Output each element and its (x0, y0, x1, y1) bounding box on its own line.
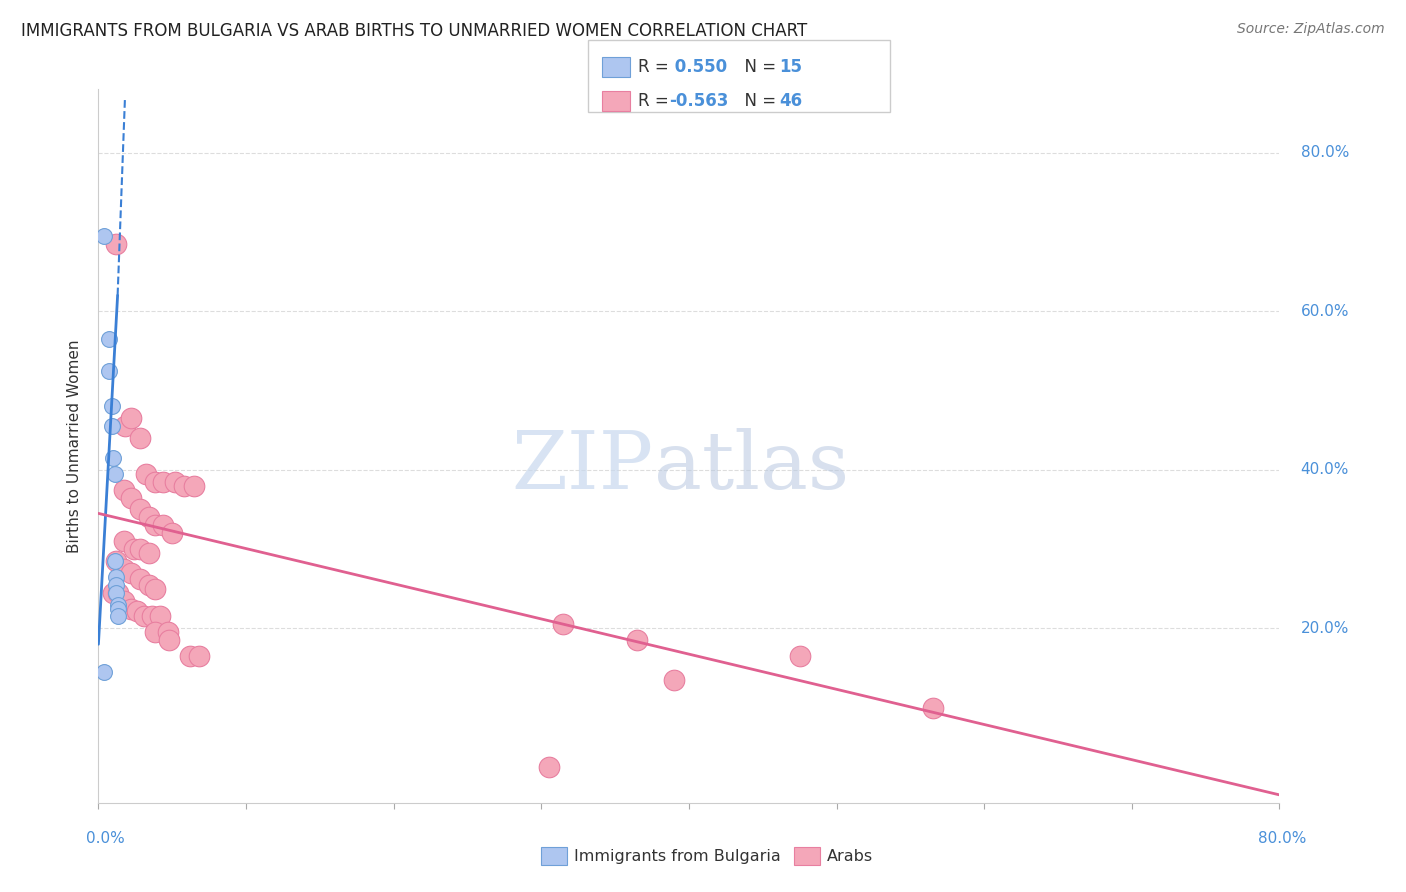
Point (105, 585, 128, 599)
Point (97, 364, 120, 378)
Point (112, 593, 135, 607)
Point (128, 542, 150, 557)
Point (128, 431, 150, 445)
Point (138, 546, 160, 560)
Point (143, 475, 166, 489)
Point (120, 411, 142, 425)
Point (138, 578, 160, 592)
Point (183, 478, 205, 492)
Point (152, 518, 174, 533)
Text: N =: N = (734, 58, 782, 76)
Point (156, 625, 179, 640)
Point (165, 475, 187, 489)
Point (138, 510, 160, 524)
Text: R =: R = (638, 92, 675, 110)
Text: 0.0%: 0.0% (86, 831, 125, 846)
Point (103, 585, 125, 599)
Point (141, 609, 163, 624)
Point (157, 633, 180, 648)
Point (103, 450, 125, 465)
Text: Arabs: Arabs (827, 849, 873, 863)
Text: 46: 46 (779, 92, 801, 110)
Text: Source: ZipAtlas.com: Source: ZipAtlas.com (1237, 22, 1385, 37)
Text: 0.550: 0.550 (669, 58, 727, 76)
Point (107, 585, 129, 599)
Point (112, 534, 135, 549)
Point (93, 228, 115, 243)
Point (112, 562, 135, 576)
Point (921, 700, 943, 714)
Point (143, 625, 166, 640)
Text: atlas: atlas (654, 428, 849, 507)
Point (173, 478, 195, 492)
Point (128, 572, 150, 586)
Point (105, 570, 128, 584)
Text: 40.0%: 40.0% (1301, 462, 1348, 477)
Point (107, 601, 129, 615)
Point (100, 419, 122, 434)
Text: Immigrants from Bulgaria: Immigrants from Bulgaria (574, 849, 780, 863)
Point (114, 419, 136, 434)
Point (112, 483, 135, 497)
Text: R =: R = (638, 58, 675, 76)
Point (143, 582, 166, 596)
Text: ZIP: ZIP (512, 428, 654, 507)
Point (135, 467, 157, 481)
Point (104, 554, 127, 568)
Text: 20.0%: 20.0% (1301, 621, 1348, 636)
Text: 80.0%: 80.0% (1258, 831, 1306, 846)
Point (120, 491, 142, 505)
Point (104, 467, 127, 481)
Point (187, 649, 209, 664)
Point (105, 236, 128, 251)
Point (162, 526, 183, 541)
Point (100, 400, 122, 414)
Text: IMMIGRANTS FROM BULGARIA VS ARAB BIRTHS TO UNMARRIED WOMEN CORRELATION CHART: IMMIGRANTS FROM BULGARIA VS ARAB BIRTHS … (21, 22, 807, 40)
Point (664, 673, 686, 687)
Point (97, 332, 120, 346)
Point (626, 633, 648, 648)
Text: -0.563: -0.563 (669, 92, 728, 110)
Text: 60.0%: 60.0% (1301, 303, 1348, 318)
Text: N =: N = (734, 92, 782, 110)
Point (107, 598, 129, 612)
Point (122, 542, 145, 557)
Point (152, 475, 174, 489)
Point (125, 604, 148, 618)
Point (143, 518, 166, 533)
Point (105, 554, 128, 568)
Point (120, 601, 142, 615)
Y-axis label: Births to Unmarried Women: Births to Unmarried Women (67, 339, 83, 553)
Point (134, 609, 156, 624)
Point (128, 502, 150, 516)
Text: 15: 15 (779, 58, 801, 76)
Point (537, 760, 560, 774)
Point (105, 578, 128, 592)
Point (93, 665, 115, 679)
Point (107, 609, 129, 624)
Text: 80.0%: 80.0% (1301, 145, 1348, 161)
Point (120, 566, 142, 580)
Point (789, 649, 811, 664)
Point (179, 649, 201, 664)
Point (149, 609, 172, 624)
Point (553, 617, 575, 632)
